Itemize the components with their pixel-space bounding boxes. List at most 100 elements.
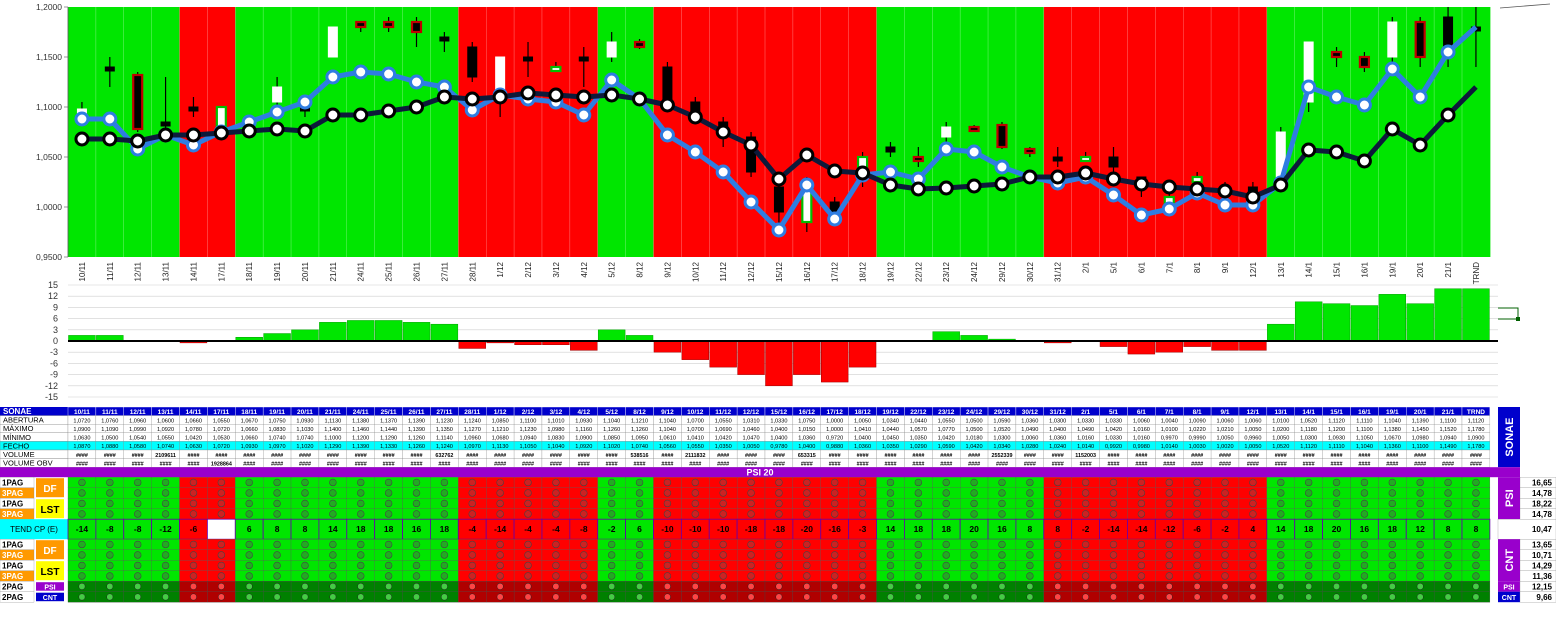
histogram-bar — [1211, 340, 1239, 351]
indicator-dot — [914, 489, 923, 497]
value-text: #### — [857, 453, 869, 459]
series-point-black — [464, 91, 480, 107]
indicator-dot — [1221, 489, 1229, 497]
indicator-dot — [1165, 572, 1173, 580]
indicator-dot — [1277, 540, 1285, 549]
indicator-dot — [719, 510, 727, 518]
indicator-dot — [1193, 540, 1201, 549]
bottom-dot — [413, 593, 420, 601]
bottom-label: 2PAG — [2, 583, 23, 592]
value-text: 1,0940 — [1440, 436, 1457, 442]
value-text: #### — [411, 453, 423, 459]
series-point-blue — [604, 72, 620, 88]
value-text: 1,1010 — [547, 418, 564, 424]
value-text: #### — [1135, 461, 1147, 467]
sonae-side-cell — [1498, 407, 1520, 468]
indicator-dot — [1444, 561, 1452, 570]
indicator-dot — [663, 540, 672, 549]
value-text: 0,9720 — [826, 436, 843, 442]
price-x-tick-label: 14/11 — [189, 261, 198, 281]
indicator-dot — [273, 510, 281, 518]
indicator-dot — [914, 510, 923, 518]
indicator-dot — [1416, 540, 1424, 549]
psi20-label: PSI 20 — [746, 468, 773, 478]
indicator-dot — [886, 572, 895, 580]
indicator-dot — [719, 572, 727, 580]
indicator-dot — [691, 561, 699, 570]
date-header-label: 28/11 — [464, 409, 480, 416]
histogram-bar — [347, 320, 375, 342]
indicator-dot — [858, 551, 867, 559]
indicator-value: 10,71 — [1532, 551, 1553, 560]
tend-value: -6 — [1193, 524, 1201, 534]
bottom-dot — [496, 593, 504, 601]
indicator-dot — [329, 478, 337, 487]
date-header-label: 9/1 — [1220, 409, 1229, 416]
value-text: 1,1440 — [380, 427, 397, 433]
price-x-tick-label: 5/1 — [1110, 261, 1119, 273]
value-text: #### — [884, 453, 896, 459]
indicator-dot — [998, 540, 1006, 549]
value-text: 1,0410 — [687, 436, 704, 442]
indicator-dot — [496, 540, 504, 549]
indicator-dot — [78, 540, 86, 549]
indicator-dot — [663, 561, 672, 570]
indicator-dot — [1416, 572, 1424, 580]
indicator-dot — [1444, 551, 1452, 559]
value-text: 1,0090 — [1189, 418, 1206, 424]
indicator-dot — [1081, 489, 1090, 497]
value-text: #### — [1358, 453, 1370, 459]
indicator-dot — [1026, 561, 1034, 570]
price-x-tick-label: 11/11 — [106, 261, 115, 280]
indicator-dot — [1360, 489, 1369, 497]
indicator-dot — [1277, 561, 1285, 570]
value-text: 1,0240 — [1049, 444, 1066, 450]
value-text: #### — [717, 453, 729, 459]
value-text: #### — [1108, 453, 1120, 459]
indicator-dot — [1249, 510, 1257, 518]
value-text: 0,9920 — [1105, 444, 1122, 450]
tend-value: -2 — [1221, 524, 1229, 534]
date-header-label: 8/1 — [1193, 409, 1202, 416]
indicator-tag: DF — [43, 546, 56, 557]
bottom-dot — [78, 583, 86, 590]
indicator-dot — [830, 499, 839, 508]
histogram-bar — [709, 340, 737, 368]
value-text: 1,0550 — [213, 418, 230, 424]
indicator-dot — [301, 499, 309, 508]
value-text: 1,1050 — [1356, 436, 1373, 442]
tend-value: 20 — [1332, 524, 1342, 534]
series-point-blue — [1301, 79, 1317, 95]
indicator-dot — [1137, 478, 1146, 487]
histogram-bar — [1434, 288, 1462, 342]
value-text: #### — [550, 453, 562, 459]
value-text: 1,0470 — [743, 436, 760, 442]
indicator-dot — [663, 572, 672, 580]
candle-body — [1024, 147, 1036, 155]
indicator-dot — [161, 572, 170, 580]
indicator-dot — [440, 499, 449, 508]
value-text: #### — [1442, 453, 1454, 459]
series-point-blue — [269, 104, 285, 120]
candle-body — [746, 136, 757, 173]
series-point-black — [966, 178, 982, 194]
bottom-dot — [329, 583, 337, 590]
value-text: 1,0440 — [910, 418, 927, 424]
tend-value: -14 — [1107, 524, 1120, 534]
tend-value: 18 — [356, 524, 366, 534]
series-point-black — [1356, 153, 1372, 169]
indicator-dot — [329, 551, 337, 559]
series-point-blue — [1384, 61, 1400, 77]
indicator-dot — [1360, 499, 1369, 508]
bottom-dot — [1472, 583, 1480, 590]
indicator-dot — [357, 499, 365, 508]
value-text: 1,1380 — [1384, 427, 1401, 433]
sonae-label-cell — [0, 407, 68, 416]
series-point-black — [771, 171, 787, 187]
value-text: 1,0630 — [73, 436, 90, 442]
indicator-dot — [803, 551, 811, 559]
value-text: 1,0980 — [1412, 436, 1429, 442]
tend-value: 12 — [1415, 524, 1425, 534]
bottom-dot — [273, 583, 281, 590]
indicator-dot — [134, 489, 142, 497]
